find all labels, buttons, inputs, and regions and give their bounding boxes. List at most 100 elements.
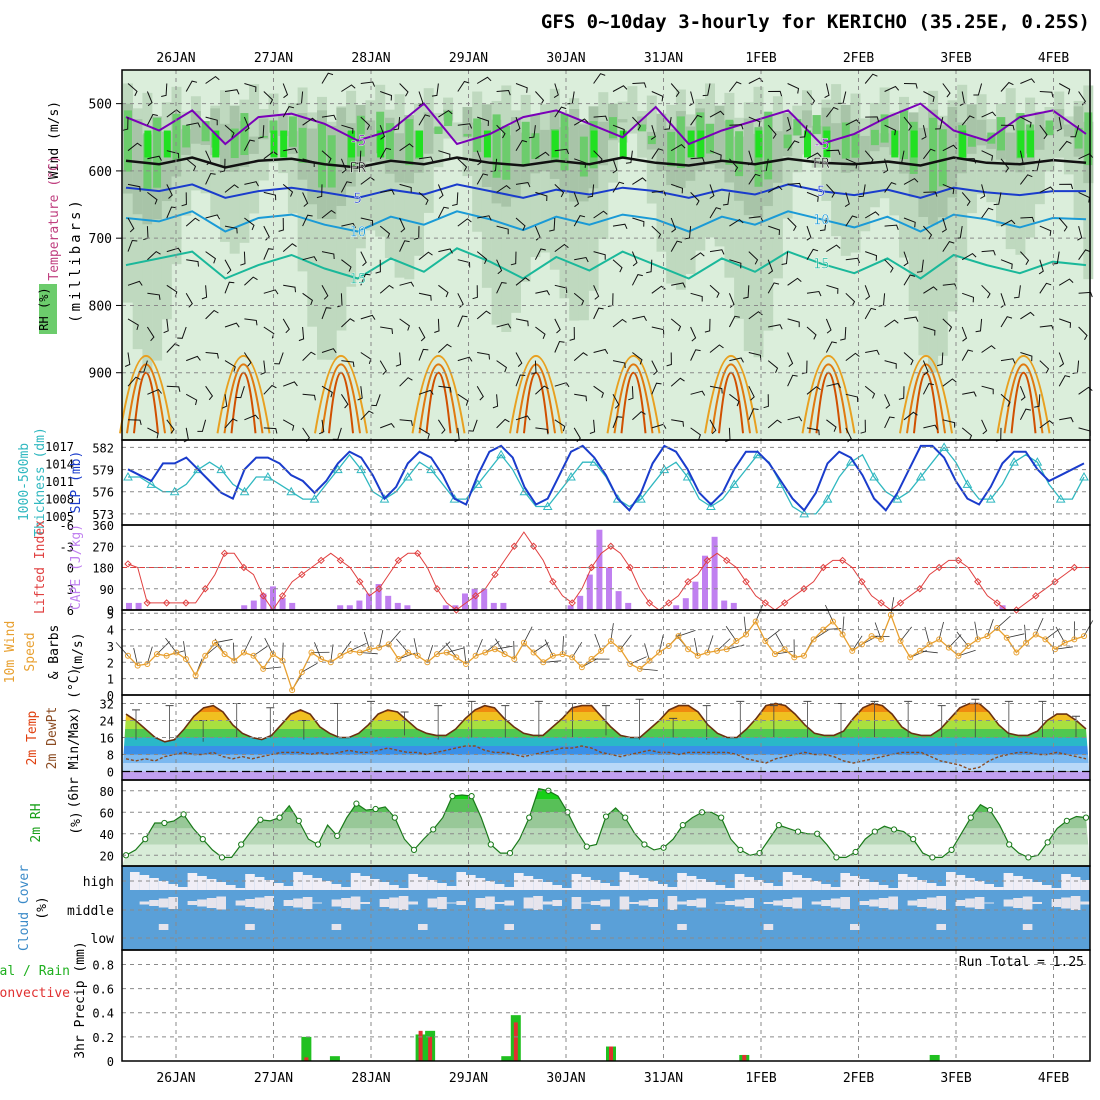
date-label-top: 27JAN — [254, 51, 293, 66]
precip-total-bar — [929, 1054, 940, 1061]
wind-barb — [340, 181, 352, 193]
wind-barb — [163, 318, 169, 334]
wind-barb — [1039, 325, 1055, 331]
wind-barb — [457, 315, 468, 328]
cloud-mid-clear — [955, 900, 966, 906]
cloud-high-clear — [706, 882, 716, 890]
cloud-high-clear — [571, 874, 582, 890]
thickness-marker — [169, 486, 180, 496]
cloud-mid-clear — [734, 899, 745, 907]
rh-band-wet — [385, 123, 394, 160]
cloud-mid-clear — [984, 902, 994, 904]
wind-barb — [767, 419, 782, 429]
rh-band-saturated — [590, 130, 598, 158]
rh-marker — [295, 817, 302, 824]
thickness-tick-label: 576 — [92, 486, 114, 500]
wind-barb — [186, 122, 201, 128]
wind-barb — [593, 307, 604, 320]
contour-label: FR — [349, 161, 366, 177]
thickness-marker — [1032, 457, 1043, 466]
wind-barb — [457, 123, 473, 129]
warm-contour — [418, 363, 459, 434]
rh-band-moist — [646, 95, 657, 204]
wind-barb — [748, 173, 761, 185]
wind-speed-marker — [153, 651, 160, 658]
wind-barb — [360, 81, 376, 87]
cloud-mid-clear — [792, 897, 802, 909]
cloud-mid-clear — [926, 897, 937, 909]
wind-barb — [903, 411, 918, 421]
li-marker — [413, 549, 422, 558]
wind-barb — [418, 348, 429, 361]
rh-band-moist — [433, 113, 444, 168]
wind-barb — [593, 210, 608, 219]
wind-barb — [864, 285, 871, 300]
wind-barb-10m — [987, 619, 994, 637]
rh-band-moister — [656, 113, 667, 171]
rh-band-moist — [637, 111, 648, 158]
wind-barb — [399, 217, 406, 233]
wind-barb — [185, 158, 197, 172]
wind-barb — [593, 115, 608, 121]
li-marker — [1070, 563, 1079, 572]
wind-barb — [593, 285, 600, 300]
wind-speed-marker — [491, 646, 498, 653]
wind-barb — [476, 150, 483, 166]
wind-barb — [418, 292, 432, 301]
wind-barb — [671, 183, 684, 194]
cloud-high-clear — [734, 874, 745, 890]
wind-speed-marker — [211, 639, 218, 646]
cape-bar — [682, 598, 689, 610]
thickness-marker — [1079, 471, 1089, 481]
rh-band-moist — [501, 85, 512, 333]
wind-barb — [186, 259, 199, 267]
date-label-bottom: 4FEB — [1038, 1071, 1069, 1086]
wind-barb — [380, 189, 395, 195]
wind-barb — [1070, 125, 1080, 138]
wind-barb — [884, 416, 895, 429]
wind-barb-10m — [707, 635, 714, 653]
wind-tick-label: 0 — [107, 689, 114, 703]
thickness-marker — [682, 471, 693, 481]
wind-speed-marker — [240, 649, 247, 656]
warm-contour — [711, 363, 751, 434]
wind-speed-marker — [443, 649, 450, 656]
wind-barb — [1039, 282, 1052, 294]
wind-barb — [1078, 326, 1088, 341]
wind-barb — [844, 192, 850, 208]
wind-barb — [438, 109, 453, 118]
thickness-marker — [566, 471, 576, 481]
precip-tick-label: 0.8 — [92, 958, 114, 972]
li-marker — [298, 570, 306, 579]
rh-band-saturated — [697, 130, 705, 158]
wind-barb — [395, 352, 402, 367]
wind-barb — [205, 385, 214, 401]
axis-title: Thickness (dm) — [33, 427, 48, 537]
wind-barb — [826, 382, 841, 389]
wind-barb — [884, 181, 897, 193]
wind-barb — [127, 280, 143, 286]
cloud-high-clear — [466, 875, 476, 890]
rh-band-moister — [249, 136, 260, 154]
rh-band-saturated — [348, 130, 356, 158]
axis-title: Wind (m/s) — [47, 101, 62, 179]
cloud-high-clear — [1080, 880, 1090, 890]
cloud-high-clear — [715, 885, 726, 890]
wind-speed-marker — [897, 638, 904, 645]
pressure-tick-label: 700 — [89, 232, 112, 247]
wind-barb — [864, 150, 874, 165]
wind-barb — [903, 177, 919, 185]
wind-barb — [670, 240, 683, 252]
warm-contour — [996, 354, 1051, 434]
rh-band-saturated — [551, 130, 559, 158]
rh-band-wet — [531, 133, 540, 159]
wind-barb — [1059, 318, 1072, 328]
thickness-marker — [962, 479, 973, 488]
wind-barb — [690, 114, 703, 126]
wind-speed-marker — [1061, 639, 1068, 646]
rh-band-moister — [307, 128, 318, 205]
wind-barb — [147, 292, 161, 300]
contour-label: 5 — [817, 184, 825, 200]
wind-speed-marker — [231, 657, 238, 664]
wind-barb — [922, 360, 929, 376]
